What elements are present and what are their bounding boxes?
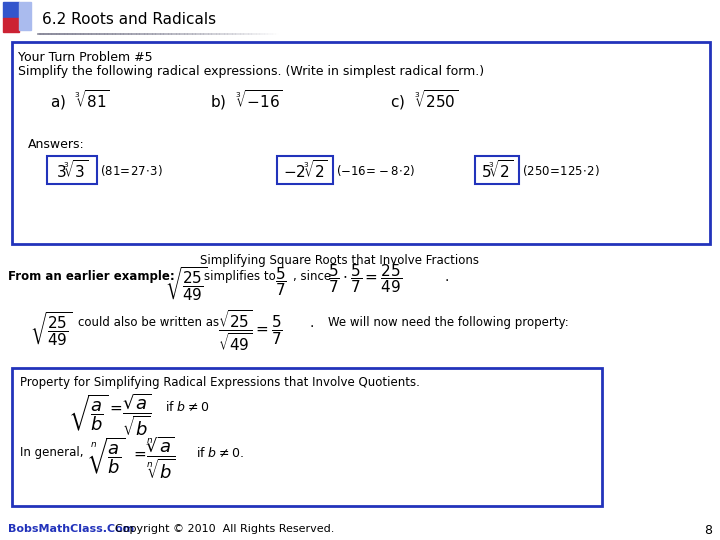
Text: b)  $\sqrt[3]{-16}$: b) $\sqrt[3]{-16}$ [210,88,283,112]
Text: simplifies to: simplifies to [204,270,276,283]
Text: $\sqrt{\dfrac{25}{49}}$: $\sqrt{\dfrac{25}{49}}$ [165,265,207,302]
Text: $\sqrt{\dfrac{25}{49}}$: $\sqrt{\dfrac{25}{49}}$ [30,310,72,348]
Text: $=$: $=$ [131,446,147,461]
Text: $\dfrac{\sqrt{a}}{\sqrt{b}}$: $\dfrac{\sqrt{a}}{\sqrt{b}}$ [122,391,151,438]
Text: Answers:: Answers: [28,138,85,151]
Text: From an earlier example:: From an earlier example: [8,270,175,283]
Text: BobsMathClass.Com: BobsMathClass.Com [8,524,134,534]
FancyBboxPatch shape [277,156,333,184]
Text: could also be written as: could also be written as [78,316,219,329]
Text: if $b\neq 0$.: if $b\neq 0$. [196,446,243,460]
Bar [3,2,19,18]
Text: $\sqrt{\dfrac{a}{b}}$: $\sqrt{\dfrac{a}{b}}$ [68,393,108,434]
Text: $5\!\sqrt[3]{2}$: $5\!\sqrt[3]{2}$ [481,159,513,181]
Text: $(250\!=\!125\!\cdot\!2)$: $(250\!=\!125\!\cdot\!2)$ [522,163,600,178]
Bar [19,2,31,30]
Text: In general,: In general, [20,446,84,459]
Text: .: . [310,316,328,330]
FancyBboxPatch shape [475,156,519,184]
Text: a)  $\sqrt[3]{81}$: a) $\sqrt[3]{81}$ [50,88,109,112]
Text: .: . [445,270,449,284]
Bar [3,18,19,32]
Text: Simplifying Square Roots that Involve Fractions: Simplifying Square Roots that Involve Fr… [200,254,479,267]
Text: if $b\neq 0$: if $b\neq 0$ [165,400,210,414]
Text: , since: , since [293,270,331,283]
FancyBboxPatch shape [12,368,602,506]
FancyBboxPatch shape [12,42,710,244]
Text: $(81\!=\!27\!\cdot\!3)$: $(81\!=\!27\!\cdot\!3)$ [100,163,163,178]
Text: $(-16\!=\!-8\!\cdot\!2)$: $(-16\!=\!-8\!\cdot\!2)$ [336,163,415,178]
Text: Your Turn Problem #5: Your Turn Problem #5 [18,51,153,64]
Text: $-2\!\sqrt[3]{2}$: $-2\!\sqrt[3]{2}$ [282,159,328,181]
FancyBboxPatch shape [47,156,97,184]
Text: $\dfrac{\sqrt[n]{a}}{\sqrt[n]{b}}$: $\dfrac{\sqrt[n]{a}}{\sqrt[n]{b}}$ [146,434,175,481]
Text: $\dfrac{\sqrt{25}}{\sqrt{49}}=\dfrac{5}{7}$: $\dfrac{\sqrt{25}}{\sqrt{49}}=\dfrac{5}{… [218,308,283,353]
Text: $\sqrt[n]{\dfrac{a}{b}}$: $\sqrt[n]{\dfrac{a}{b}}$ [88,436,126,476]
Text: c)  $\sqrt[3]{250}$: c) $\sqrt[3]{250}$ [390,88,459,112]
Text: $\dfrac{5}{7}$: $\dfrac{5}{7}$ [275,265,287,298]
Text: Copyright © 2010  All Rights Reserved.: Copyright © 2010 All Rights Reserved. [115,524,334,534]
Text: We will now need the following property:: We will now need the following property: [328,316,569,329]
Text: 6.2 Roots and Radicals: 6.2 Roots and Radicals [42,12,216,28]
Text: Simplify the following radical expressions. (Write in simplest radical form.): Simplify the following radical expressio… [18,65,484,78]
Text: $=$: $=$ [107,400,123,415]
Text: 8: 8 [704,524,712,537]
Text: Property for Simplifying Radical Expressions that Involve Quotients.: Property for Simplifying Radical Express… [20,376,420,389]
Text: $\dfrac{5}{7}\cdot\dfrac{5}{7}=\dfrac{25}{49}$: $\dfrac{5}{7}\cdot\dfrac{5}{7}=\dfrac{25… [328,262,402,295]
Text: $3\!\sqrt[3]{3}$: $3\!\sqrt[3]{3}$ [56,159,88,181]
